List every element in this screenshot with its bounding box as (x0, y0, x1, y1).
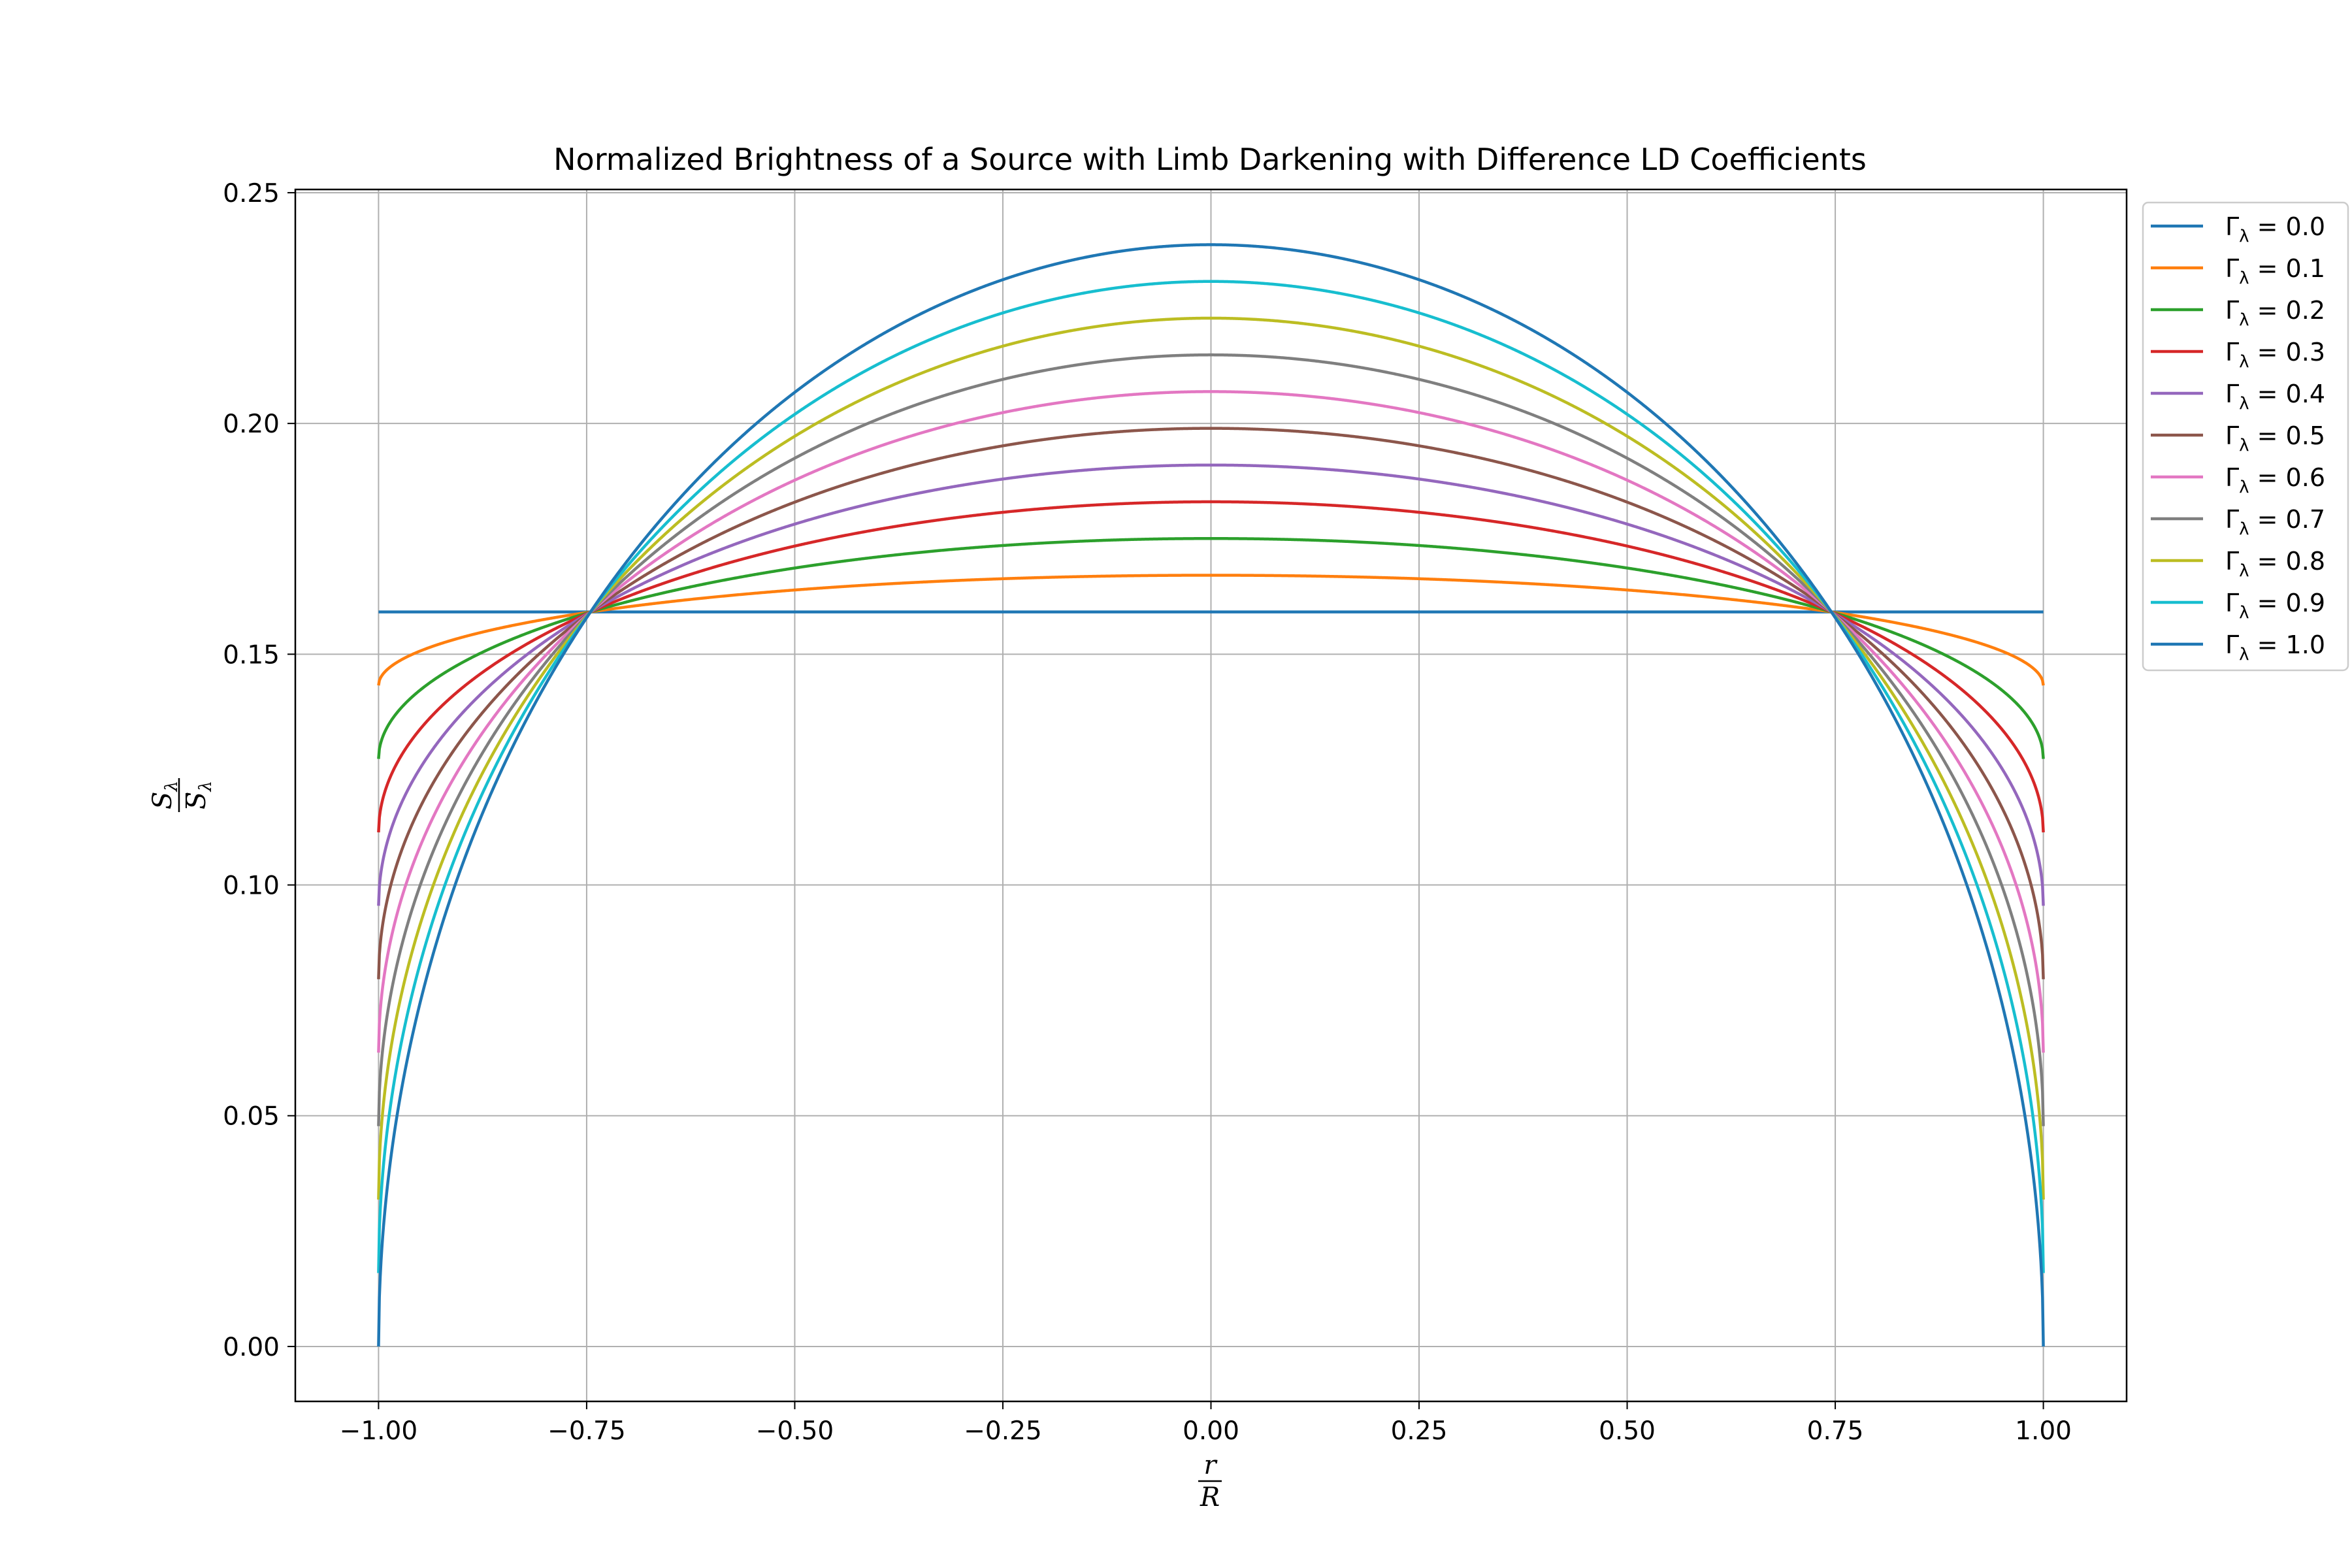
x-tick-label: −0.50 (756, 1416, 834, 1446)
legend-label: Γλ = 0.3 (2225, 338, 2325, 372)
legend-label: Γλ = 0.5 (2225, 421, 2325, 455)
legend-label: Γλ = 0.4 (2225, 380, 2325, 414)
series-line-gamma-10 (377, 243, 2045, 1347)
x-axis: −1.00 −0.75 −0.50 −0.25 0.00 0.25 0.50 0.75 1.00 (340, 1401, 2072, 1446)
legend-box (2142, 201, 2349, 672)
x-tick-label: 0.00 (1183, 1416, 1239, 1446)
y-tick-label: 0.20 (223, 410, 280, 439)
legend-label: Γλ = 0.7 (2225, 505, 2325, 539)
y-tick-label: 0.15 (223, 640, 280, 670)
series-line-gamma-5 (377, 427, 2045, 979)
x-tick-label: 0.25 (1391, 1416, 1448, 1446)
series-line-gamma-2 (377, 537, 2045, 759)
y-tick-label: 0.00 (223, 1333, 280, 1362)
y-tick-label: 0.05 (223, 1102, 280, 1132)
x-tick-label: 0.50 (1599, 1416, 1656, 1446)
legend-label: Γλ = 0.0 (2225, 212, 2325, 246)
x-axis-label-numerator: r (1203, 1450, 1218, 1480)
x-axis-label: r R (1198, 1450, 1222, 1512)
series-line-gamma-7 (377, 353, 2045, 1126)
legend-label: Γλ = 0.9 (2225, 589, 2325, 623)
series-line-gamma-4 (377, 463, 2045, 906)
x-tick-label: 1.00 (2015, 1416, 2072, 1446)
chart-title: Normalized Brightness of a Source with L… (553, 142, 1867, 177)
y-axis-label: Sλ Sλ (148, 778, 216, 812)
x-tick-label: −0.75 (547, 1416, 626, 1446)
legend-label: Γλ = 0.6 (2225, 463, 2325, 497)
y-axis-label-numerator: Sλ (148, 781, 182, 809)
series-line-gamma-9 (377, 280, 2045, 1273)
y-axis: 0.00 0.05 0.10 0.15 0.20 0.25 (223, 179, 295, 1362)
series-line-gamma-8 (377, 316, 2045, 1200)
y-axis-label-denominator: Sλ (182, 781, 216, 809)
y-axis-label-denominator-sub: λ (196, 781, 216, 792)
x-tick-label: −1.00 (340, 1416, 418, 1446)
x-axis-label-denominator: R (1200, 1482, 1220, 1512)
series-lines (377, 243, 2045, 1347)
y-tick-label: 0.10 (223, 872, 280, 901)
y-axis-label-denominator-symbol: S (182, 792, 212, 809)
legend-label: Γλ = 0.8 (2225, 547, 2325, 581)
legend: Γλ = 0.0 Γλ = 0.1 Γλ = 0.2 Γλ = 0.3 Γλ = 0.4… (2142, 201, 2349, 672)
series-line-gamma-6 (377, 390, 2045, 1053)
legend-label: Γλ = 1.0 (2225, 630, 2325, 664)
y-tick-label: 0.25 (223, 179, 280, 208)
x-tick-label: −0.25 (964, 1416, 1042, 1446)
series-line-gamma-3 (377, 500, 2045, 833)
legend-label: Γλ = 0.2 (2225, 296, 2325, 330)
x-tick-label: 0.75 (1807, 1416, 1864, 1446)
series-line-gamma-1 (377, 574, 2045, 686)
y-axis-label-numerator-symbol: S (148, 792, 178, 809)
y-axis-label-numerator-sub: λ (162, 781, 182, 792)
legend-label: Γλ = 0.1 (2225, 254, 2325, 288)
